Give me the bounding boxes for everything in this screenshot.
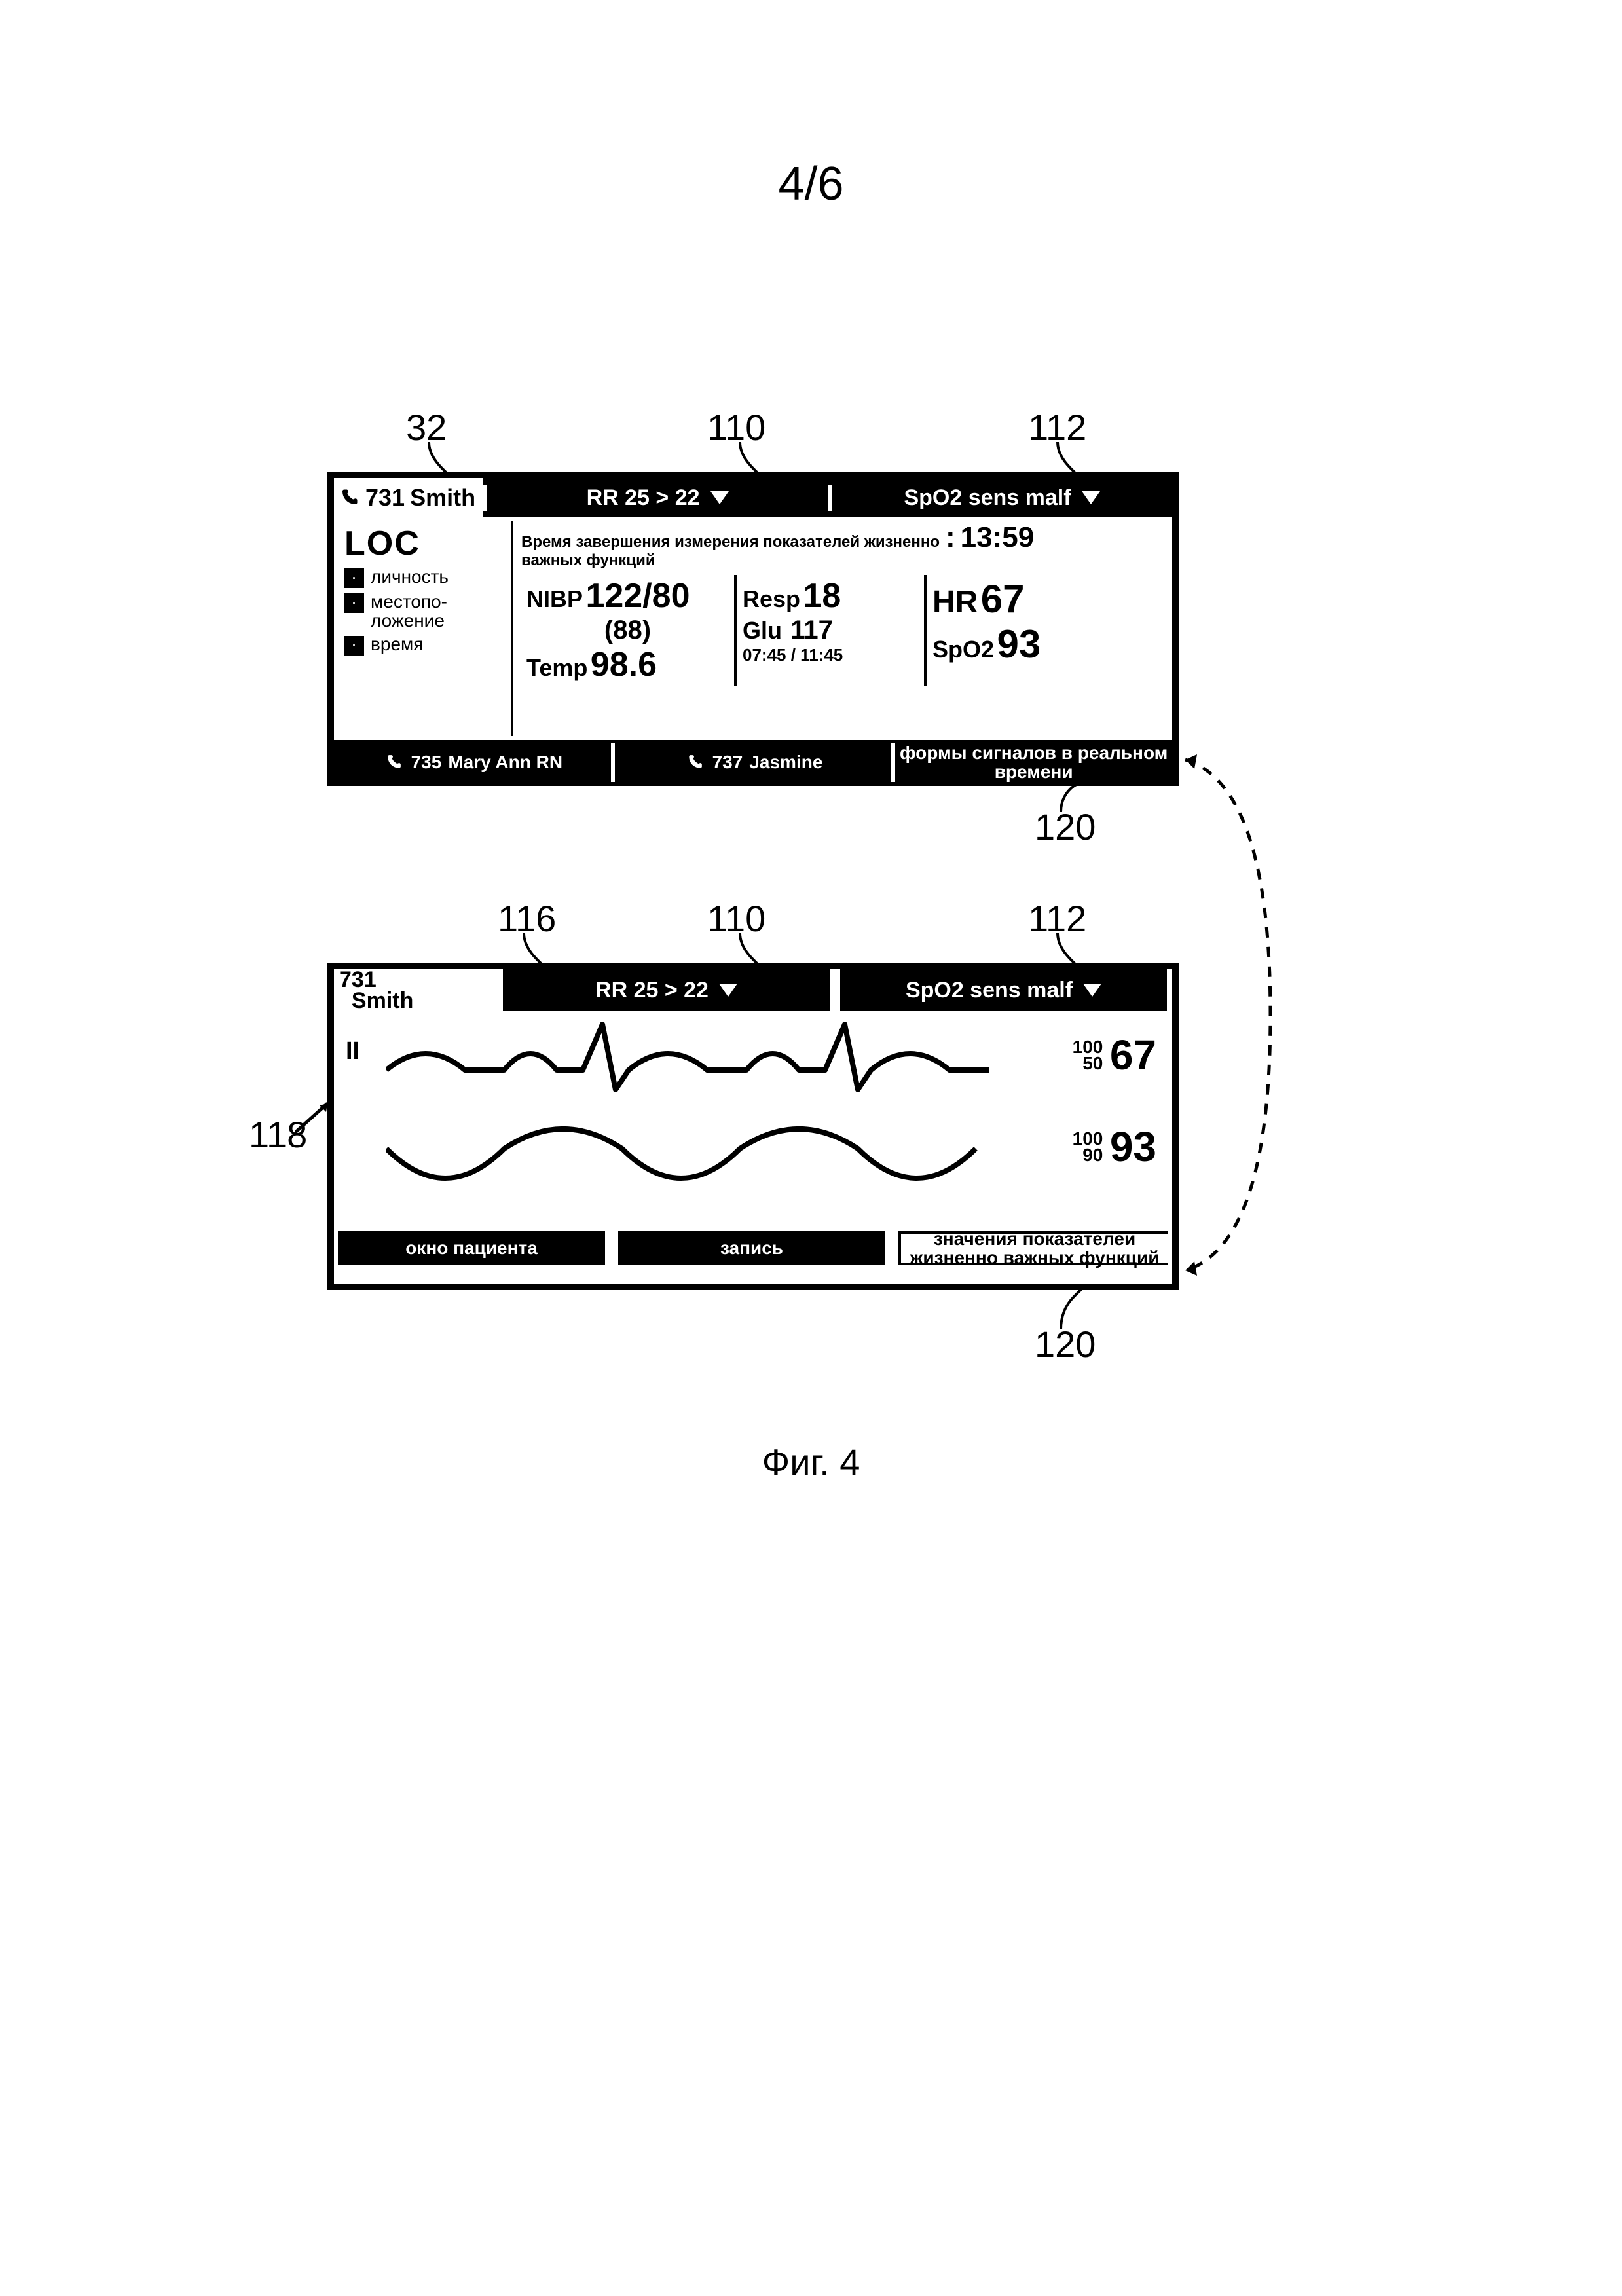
hr-spo2-cell: HR 67 SpO2 93: [927, 575, 1091, 686]
vitals-values-label: значения показателей жизненно важных фун…: [901, 1229, 1168, 1268]
wave-patient-name: Smith: [352, 988, 413, 1013]
checkbox-icon: ·: [344, 593, 364, 613]
chevron-down-icon: [1082, 491, 1100, 504]
temp-value: 98.6: [591, 646, 657, 684]
wave-alarm-spo2-text: SpO2 sens malf: [906, 978, 1073, 1003]
spo2-big: 93: [1110, 1122, 1156, 1171]
loc-item-label: местопо- ложение: [371, 592, 447, 631]
loc-item: · личность: [344, 567, 507, 588]
vitals-main: Время завершения измерения показателей ж…: [511, 521, 1166, 736]
link-arrow: [1179, 747, 1283, 1284]
wave-body: II 10050 67 10090 93: [334, 1011, 1172, 1227]
vitals-grid: NIBP 122/80 (88) Temp 98.6 Resp 18 Glu 1…: [521, 575, 1158, 686]
patient-window-button[interactable]: окно пациента: [338, 1231, 609, 1265]
patient-window-label: окно пациента: [405, 1238, 538, 1259]
waveforms-button-label: формы сигналов в реальном времени: [895, 743, 1172, 782]
pleth-waveform: [386, 1122, 989, 1208]
contact1-name: Mary Ann RN: [448, 752, 562, 773]
waveforms-button[interactable]: формы сигналов в реальном времени: [895, 743, 1172, 782]
vitals-header: Время завершения измерения показателей ж…: [521, 521, 1158, 570]
patient-name: Smith: [410, 484, 475, 511]
patient-id: 731: [365, 484, 405, 511]
record-button[interactable]: запись: [618, 1231, 889, 1265]
ecg-waveform: [386, 1018, 989, 1116]
chevron-down-icon: [1083, 984, 1101, 997]
chevron-down-icon: [710, 491, 729, 504]
wave-alarm-spo2[interactable]: SpO2 sens malf: [840, 969, 1167, 1011]
contact-button-2[interactable]: 737 Jasmine: [615, 743, 896, 782]
title-row: 731 Smith RR 25 > 22 SpO2 sens malf: [334, 478, 1172, 517]
contact1-id: 735: [411, 752, 442, 773]
vitals-area: LOC · личность · местопо- ложение · врем…: [334, 517, 1172, 740]
glu-times: 07:45 / 11:45: [743, 645, 843, 665]
vitals-panel: 731 Smith RR 25 > 22 SpO2 sens malf LOC …: [327, 472, 1179, 786]
loc-item: · местопо- ложение: [344, 592, 507, 631]
hr-limit-lo: 50: [1082, 1053, 1103, 1073]
hr-value: 67: [981, 577, 1025, 621]
nibp-cell: NIBP 122/80 (88) Temp 98.6: [521, 575, 737, 686]
hr-readout: 10050 67: [1073, 1031, 1156, 1079]
checkbox-icon: ·: [344, 636, 364, 656]
waveform-panel: 731 Smith RR 25 > 22 SpO2 sens malf II 1…: [327, 963, 1179, 1290]
page-number: 4/6: [778, 157, 843, 211]
spo2-label: SpO2: [932, 636, 994, 663]
hr-label: HR: [932, 585, 978, 620]
resp-value: 18: [803, 577, 841, 615]
phone-icon: [338, 487, 360, 509]
loc-item-label: личность: [371, 567, 449, 586]
button-row: 735 Mary Ann RN 737 Jasmine формы сигнал…: [334, 740, 1172, 782]
vitals-header-time: 13:59: [961, 521, 1035, 554]
glu-value: 117: [790, 616, 833, 644]
phone-icon: [684, 751, 706, 773]
alarm-spo2-text: SpO2 sens malf: [904, 485, 1071, 511]
spo2-limit-lo: 90: [1082, 1145, 1103, 1165]
alarm-rr-text: RR 25 > 22: [587, 485, 700, 511]
glu-label: Glu: [743, 617, 782, 644]
loc-item: · время: [344, 635, 507, 656]
resp-glu-cell: Resp 18 Glu 117 07:45 / 11:45: [737, 575, 927, 686]
figure-caption: Фиг. 4: [762, 1441, 860, 1483]
hr-big: 67: [1110, 1031, 1156, 1079]
spo2-readout: 10090 93: [1073, 1122, 1156, 1171]
contact-button-1[interactable]: 735 Mary Ann RN: [334, 743, 615, 782]
loc-item-label: время: [371, 635, 423, 654]
contact2-id: 737: [712, 752, 743, 773]
alarm-rr[interactable]: RR 25 > 22: [483, 485, 832, 511]
record-label: запись: [720, 1238, 783, 1259]
checkbox-icon: ·: [344, 568, 364, 588]
temp-label: Temp: [526, 654, 587, 681]
nibp-sub: (88): [604, 616, 651, 644]
loc-column: LOC · личность · местопо- ложение · врем…: [341, 521, 511, 736]
vitals-values-button[interactable]: значения показателей жизненно важных фун…: [898, 1231, 1168, 1265]
patient-tab[interactable]: 731 Smith: [334, 478, 483, 517]
lead-line-120a: [1022, 779, 1100, 819]
alarm-spo2[interactable]: SpO2 sens malf: [832, 485, 1172, 511]
nibp-value: 122/80: [585, 577, 690, 615]
wave-alarm-rr-text: RR 25 > 22: [595, 978, 709, 1003]
wave-alarm-rr[interactable]: RR 25 > 22: [503, 969, 830, 1011]
resp-label: Resp: [743, 585, 800, 612]
chevron-down-icon: [719, 984, 737, 997]
wave-patient: 731 Smith: [334, 967, 498, 1014]
contact2-name: Jasmine: [749, 752, 822, 773]
phone-icon: [382, 751, 405, 773]
vitals-header-text: Время завершения измерения показателей ж…: [521, 533, 940, 570]
spo2-value: 93: [997, 622, 1041, 666]
lead-label: II: [346, 1037, 359, 1065]
lead-line-120b: [1022, 1284, 1100, 1336]
loc-title: LOC: [344, 524, 507, 563]
wave-button-row: окно пациента запись значения показателе…: [334, 1227, 1172, 1269]
nibp-label: NIBP: [526, 585, 583, 612]
wave-header: 731 Smith RR 25 > 22 SpO2 sens malf: [334, 969, 1172, 1011]
